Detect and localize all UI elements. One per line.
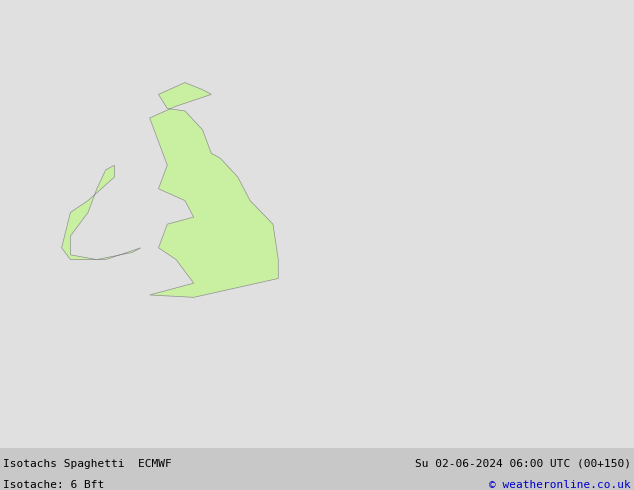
Polygon shape: [150, 83, 278, 297]
Text: Isotache: 6 Bft: Isotache: 6 Bft: [3, 480, 105, 490]
Text: Su 02-06-2024 06:00 UTC (00+150): Su 02-06-2024 06:00 UTC (00+150): [415, 459, 631, 469]
Polygon shape: [61, 165, 141, 260]
Text: © weatheronline.co.uk: © weatheronline.co.uk: [489, 480, 631, 490]
Text: Isotachs Spaghetti  ECMWF: Isotachs Spaghetti ECMWF: [3, 459, 172, 469]
